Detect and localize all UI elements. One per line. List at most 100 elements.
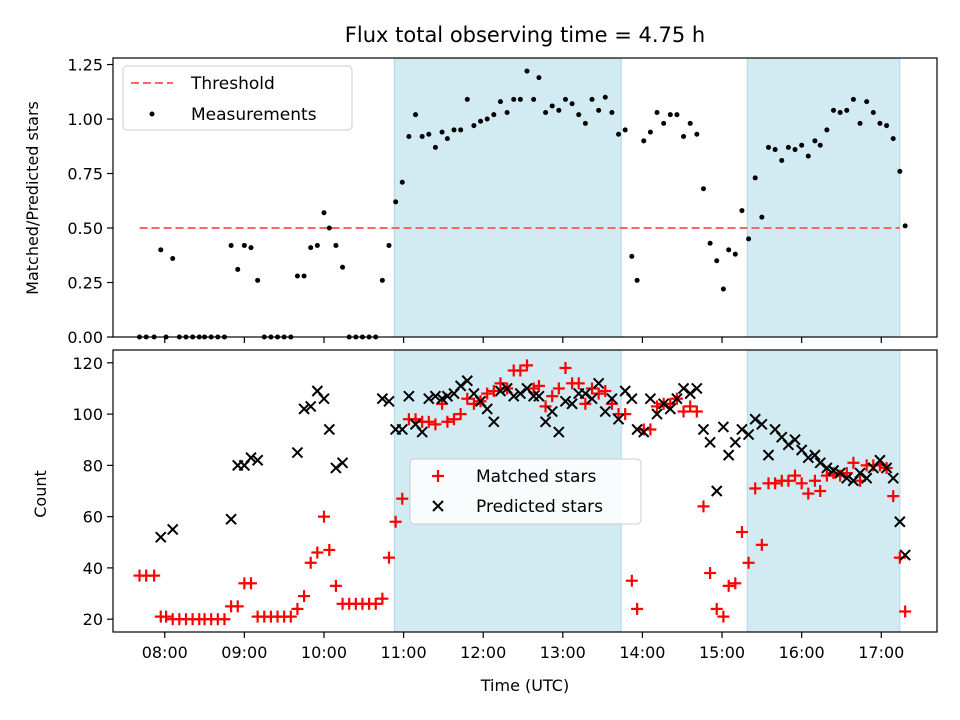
- predicted-stars-point: [657, 398, 670, 410]
- predicted-stars-point: [782, 439, 795, 451]
- matched-stars-point: [487, 385, 500, 398]
- matched-stars-point: [677, 405, 690, 418]
- predicted-stars-point: [225, 513, 237, 525]
- predicted-stars-legend-swatch: [432, 500, 444, 512]
- matched-stars-point: [887, 490, 900, 503]
- matched-stars-point: [244, 577, 257, 590]
- matched-stars-point: [769, 477, 782, 490]
- measurements-point: [667, 112, 673, 118]
- x-tick-label: 16:00: [779, 643, 825, 662]
- matched-stars-point: [802, 487, 815, 500]
- measurements-point: [314, 242, 320, 248]
- predicted-stars-point: [423, 393, 435, 405]
- measurements-point: [562, 96, 568, 102]
- predicted-stars-point: [697, 423, 710, 436]
- predicted-stars-point: [704, 436, 716, 448]
- measurements-point: [321, 210, 327, 216]
- matched-stars-point: [729, 577, 742, 590]
- predicted-stars-point: [894, 516, 906, 528]
- predicted-stars-point: [802, 451, 814, 464]
- measurements-point: [393, 199, 399, 205]
- threshold-legend-label: Threshold: [190, 74, 275, 94]
- measurements-point: [569, 101, 575, 107]
- measurements-point: [511, 96, 517, 102]
- bottom-panel: Count Time (UTC) 20 40 60 80 100 120 08:00 09:…: [31, 349, 938, 695]
- measurements-point: [824, 127, 830, 133]
- measurements-point: [902, 223, 908, 229]
- measurements-point: [326, 225, 332, 231]
- x-tick-label: 15:00: [699, 643, 745, 662]
- y-tick-label: 0.25: [67, 274, 103, 293]
- y-tick-label: 1.00: [67, 110, 103, 129]
- measurements-legend-swatch: [149, 111, 155, 117]
- predicted-stars-point: [880, 462, 893, 474]
- predicted-stars-point: [330, 462, 342, 474]
- matched-stars-point: [599, 385, 612, 398]
- measurements-point: [681, 133, 687, 139]
- measurements-point: [294, 273, 300, 279]
- matched-stars-point: [396, 492, 409, 505]
- measurements-point: [694, 131, 700, 137]
- matched-stars-point: [527, 382, 540, 395]
- predicted-stars-point: [631, 423, 643, 436]
- measurements-point: [399, 179, 405, 185]
- matched-stars-point: [323, 543, 336, 556]
- top-plot-marks: [137, 68, 908, 340]
- measurements-point: [779, 157, 785, 163]
- matched-stars-point: [539, 400, 552, 413]
- measurements-point: [870, 109, 876, 115]
- measurements-point: [726, 247, 732, 253]
- y-tick-label: 20: [83, 610, 103, 629]
- matched-stars-point: [697, 500, 710, 513]
- measurements-point: [444, 136, 450, 142]
- matched-stars-point: [572, 377, 585, 390]
- measurements-point: [746, 236, 752, 242]
- matched-stars-point: [546, 390, 559, 403]
- predicted-stars-point: [887, 472, 899, 484]
- predicted-stars-point: [559, 395, 572, 407]
- matched-stars-point: [710, 602, 723, 615]
- predicted-stars-point: [644, 393, 657, 405]
- measurements-point: [419, 133, 425, 139]
- matched-stars-point: [552, 382, 565, 395]
- predicted-stars-point: [626, 393, 638, 405]
- measurements-point: [759, 214, 765, 220]
- measurements-point: [596, 107, 602, 113]
- matched-stars-point: [298, 590, 311, 603]
- matched-stars-point: [481, 387, 494, 400]
- measurements-point: [531, 96, 537, 102]
- x-tick-label: 09:00: [221, 643, 267, 662]
- matched-stars-point: [461, 392, 474, 405]
- measurements-point: [857, 120, 863, 126]
- measurements-point: [536, 75, 542, 81]
- measurements-point: [471, 123, 477, 129]
- matched-stars-point: [827, 467, 840, 480]
- predicted-stars-point: [821, 462, 833, 474]
- matched-stars-point: [422, 415, 435, 428]
- matched-stars-point: [231, 600, 244, 613]
- matched-stars-point: [429, 418, 442, 431]
- matched-stars-point: [717, 610, 730, 623]
- x-tick-label: 13:00: [540, 643, 586, 662]
- predicted-stars-point: [809, 449, 821, 461]
- predicted-stars-point: [461, 375, 473, 387]
- matched-stars-point: [148, 569, 161, 582]
- matched-stars-point: [625, 574, 638, 587]
- measurements-point: [308, 245, 314, 251]
- x-tick-label: 12:00: [460, 643, 506, 662]
- measurements-point: [333, 242, 339, 248]
- bottom-y-ticks: 20 40 60 80 100 120: [72, 354, 113, 629]
- predicted-stars-point: [827, 464, 840, 477]
- predicted-stars-point: [834, 467, 846, 479]
- measurements-point: [170, 256, 176, 262]
- measurements-point: [714, 258, 720, 264]
- measurements-point: [413, 112, 419, 118]
- matched-stars-point: [789, 469, 802, 482]
- measurements-point: [844, 107, 850, 113]
- matched-stars-point: [631, 602, 644, 615]
- measurements-point: [641, 138, 647, 144]
- matched-stars-point: [592, 387, 605, 400]
- predicted-stars-point: [638, 426, 650, 438]
- matched-stars-point: [317, 510, 330, 523]
- measurements-point: [439, 129, 445, 135]
